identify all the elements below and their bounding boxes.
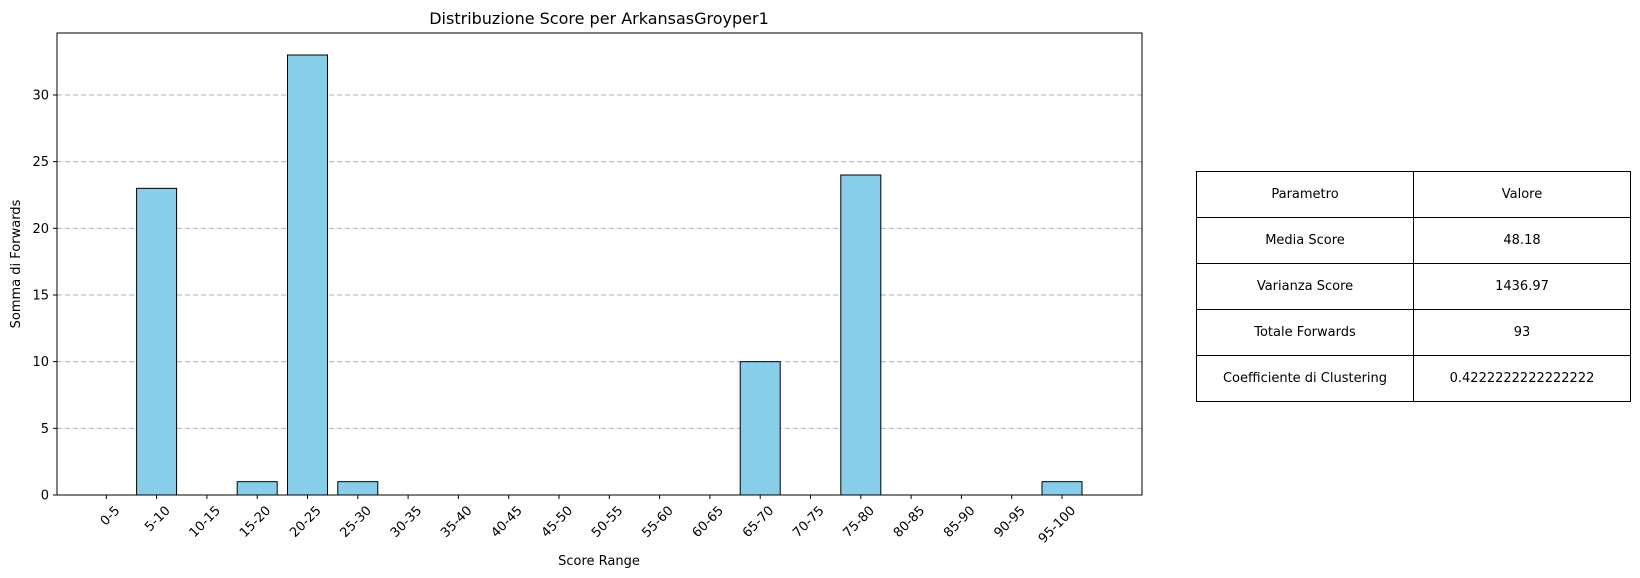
x-tick-label: 75-80: [841, 503, 878, 540]
bar: [236, 481, 278, 496]
y-tick-label: 25: [32, 155, 49, 170]
table-cell-param: Media Score: [1196, 217, 1414, 264]
table-cell-value: 48.18: [1413, 217, 1631, 264]
x-tick-label: 60-65: [690, 503, 727, 540]
table-cell-value: 1436.97: [1413, 263, 1631, 310]
x-tick-label: 80-85: [891, 503, 928, 540]
y-tick-label: 20: [32, 222, 49, 237]
x-tick-label: 70-75: [790, 503, 827, 540]
stats-table: Parametro Valore Media Score 48.18 Varia…: [1196, 171, 1631, 402]
y-tick-label: 10: [32, 355, 49, 370]
bar: [739, 361, 781, 496]
x-tick-label: 10-15: [187, 503, 224, 540]
x-tick-label: 5-10: [142, 503, 173, 534]
bar: [136, 187, 178, 496]
bars: [85, 54, 1083, 496]
y-axis: 0 5 10 15 20 25 30: [32, 89, 57, 504]
x-tick-label: 45-50: [539, 503, 576, 540]
y-tick-label: 30: [32, 89, 49, 104]
x-tick-label: 40-45: [488, 503, 525, 540]
table-row: Media Score 48.18: [1196, 217, 1631, 264]
table-cell-param: Totale Forwards: [1196, 309, 1414, 356]
x-axis: 0-5 5-10 10-15 15-20 20-25 25-30 30-35 35-40 40-…: [98, 495, 1079, 547]
y-tick-label: 5: [41, 422, 49, 437]
x-tick-label: 65-70: [740, 503, 777, 540]
x-tick-label: 50-55: [589, 503, 626, 540]
bar: [337, 481, 379, 496]
table-row: Varianza Score 1436.97: [1196, 263, 1631, 310]
plot-frame: [56, 32, 1143, 496]
table-row: Totale Forwards 93: [1196, 309, 1631, 356]
x-tick-label: 0-5: [98, 503, 124, 529]
table-row: Coefficiente di Clustering 0.42222222222…: [1196, 355, 1631, 402]
x-tick-label: 30-35: [388, 503, 425, 540]
table-header-row: Parametro Valore: [1196, 171, 1631, 218]
table-cell-param: Varianza Score: [1196, 263, 1414, 310]
chart-title: Distribuzione Score per ArkansasGroyper1: [429, 9, 769, 28]
y-axis-label: Somma di Forwards: [9, 199, 24, 328]
x-tick-label: 25-30: [338, 503, 375, 540]
grid-lines: [57, 94, 1142, 429]
bar: [287, 54, 328, 496]
table-header-cell: Valore: [1413, 171, 1631, 218]
table-cell-value: 93: [1413, 309, 1631, 356]
table-cell-param: Coefficiente di Clustering: [1196, 355, 1414, 402]
x-tick-label: 85-90: [941, 503, 978, 540]
x-tick-label: 90-95: [991, 503, 1028, 540]
bar: [1041, 481, 1083, 496]
x-tick-label: 15-20: [237, 503, 274, 540]
table-header-cell: Parametro: [1196, 171, 1414, 218]
x-tick-label: 95-100: [1036, 503, 1079, 546]
bar: [840, 174, 882, 496]
y-tick-label: 0: [41, 489, 49, 504]
y-tick-label: 15: [32, 289, 49, 304]
x-tick-label: 35-40: [438, 503, 475, 540]
x-tick-label: 55-60: [639, 503, 676, 540]
table-cell-value: 0.4222222222222222: [1413, 355, 1631, 402]
x-tick-label: 20-25: [287, 503, 324, 540]
x-axis-label: Score Range: [558, 554, 640, 569]
